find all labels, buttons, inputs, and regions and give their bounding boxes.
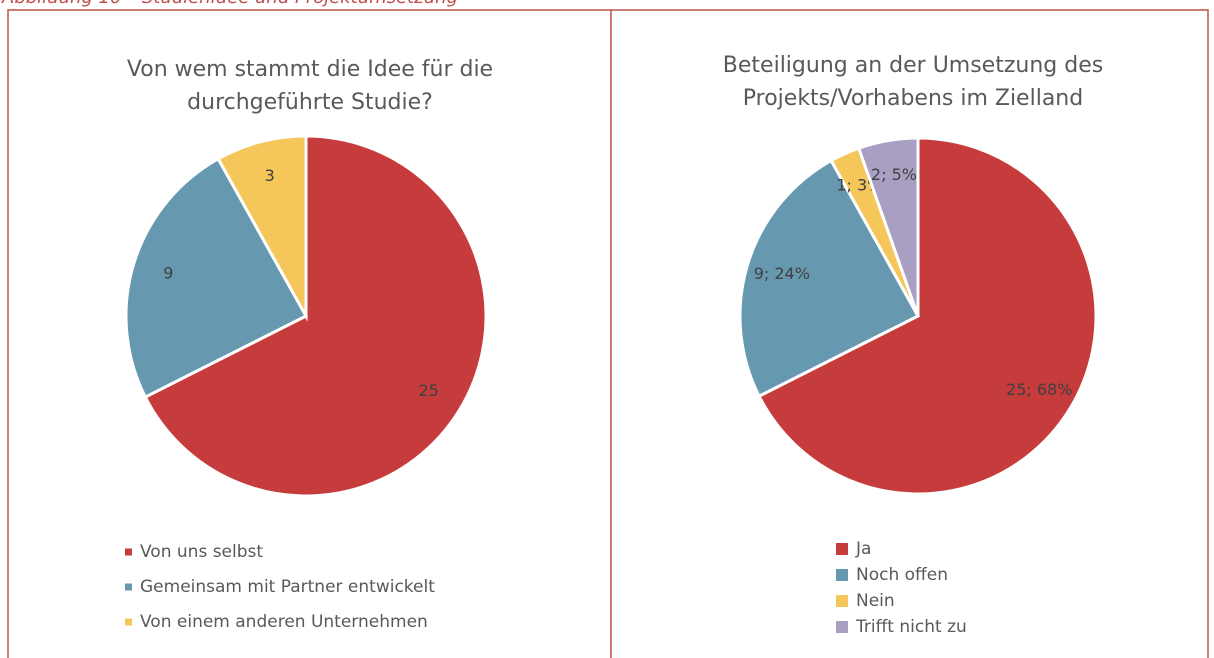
- legend-label: Von uns selbst: [140, 542, 263, 562]
- legend-marker: [125, 548, 132, 556]
- legend-label: Nein: [856, 591, 895, 611]
- legend-marker: [836, 595, 848, 607]
- pie-slice: [757, 136, 1098, 496]
- legend-label: Gemeinsam mit Partner entwickelt: [140, 577, 435, 597]
- chart-title: Von wem stammt die Idee für die: [127, 57, 493, 82]
- pie-slice: [216, 134, 308, 322]
- data-label: 2; 5%: [871, 165, 917, 184]
- pie-slice: [124, 156, 309, 400]
- legend-marker: [836, 621, 848, 633]
- legend-marker: [125, 583, 132, 591]
- data-label: 3: [265, 166, 275, 185]
- data-label: 25: [418, 381, 438, 400]
- pie-slice: [143, 134, 488, 498]
- legend-marker: [125, 618, 132, 626]
- legend-label: Ja: [855, 539, 871, 559]
- pie-slice: [856, 136, 920, 317]
- legend-label: Von einem anderen Unternehmen: [140, 612, 428, 632]
- data-label: 9; 24%: [754, 264, 810, 283]
- chart-title: durchgeführte Studie?: [187, 90, 433, 115]
- legend-marker: [836, 569, 848, 581]
- frame: [7, 9, 1209, 658]
- chart-title: Projekts/Vorhabens im Zielland: [743, 86, 1083, 111]
- legend-label: Noch offen: [856, 565, 948, 585]
- caption: Abbildung 10 – Studienidee und Projektum…: [1, 0, 458, 8]
- data-label: 25; 68%: [1006, 380, 1072, 399]
- chart-title: Beteiligung an der Umsetzung des: [723, 53, 1103, 78]
- data-label: 9: [163, 263, 173, 282]
- pie-slice: [738, 158, 921, 399]
- legend-label: Trifft nicht zu: [855, 617, 967, 637]
- legend-marker: [836, 543, 848, 555]
